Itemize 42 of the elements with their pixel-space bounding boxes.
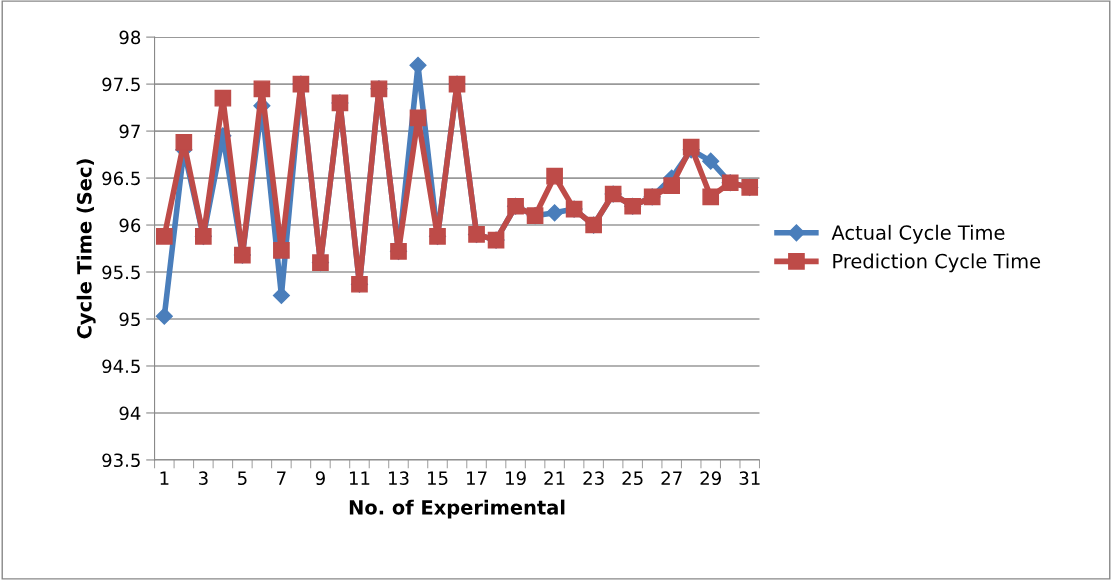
x-tick-label: 1 — [160, 471, 169, 485]
point — [702, 152, 720, 170]
point — [409, 109, 427, 127]
y-tick-label: 95.5 — [102, 265, 140, 280]
y-tick-label: 94.5 — [102, 359, 140, 374]
y-tick-label: 97.5 — [102, 77, 140, 92]
x-tick-label: 23 — [583, 471, 604, 486]
x-tick-label: 11 — [349, 471, 370, 485]
x-tick-label: 9 — [315, 471, 325, 486]
y-tick-label: 96.5 — [102, 171, 140, 186]
x-tick-label: 3 — [198, 471, 208, 486]
x-tick-label: 5 — [238, 471, 247, 486]
x-axis-title: No. of Experimental — [349, 499, 565, 519]
y-tick-label: 95 — [119, 312, 140, 327]
point — [214, 89, 232, 107]
x-tick-label: 17 — [467, 471, 487, 485]
point — [175, 134, 193, 151]
y-tick-label: 97 — [119, 124, 140, 139]
legend-label: Actual Cycle Time — [831, 224, 1005, 244]
x-tick-label: 13 — [388, 471, 409, 486]
x-tick-label: 31 — [739, 471, 760, 486]
y-tick-label: 96 — [119, 218, 141, 233]
point — [663, 177, 681, 194]
point — [546, 204, 564, 222]
point — [702, 188, 720, 206]
point — [253, 80, 271, 98]
y-axis-title: Cycle Time (Sec) — [76, 159, 96, 339]
x-tick-label: 27 — [661, 471, 682, 485]
x-tick-label: 21 — [544, 471, 565, 485]
x-tick-label: 19 — [506, 471, 526, 486]
point — [546, 167, 563, 185]
point — [155, 227, 173, 245]
x-tick-label: 15 — [428, 471, 448, 486]
y-tick-label: 98 — [119, 30, 141, 45]
legend-label: Prediction Cycle Time — [833, 253, 1041, 273]
y-tick-label: 94 — [119, 406, 141, 421]
x-tick-label: 7 — [277, 471, 286, 485]
x-tick-label: 29 — [700, 471, 721, 486]
point — [155, 307, 173, 325]
x-tick-label: 25 — [622, 471, 643, 486]
y-tick-label: 93.5 — [102, 453, 140, 468]
point — [273, 242, 290, 259]
